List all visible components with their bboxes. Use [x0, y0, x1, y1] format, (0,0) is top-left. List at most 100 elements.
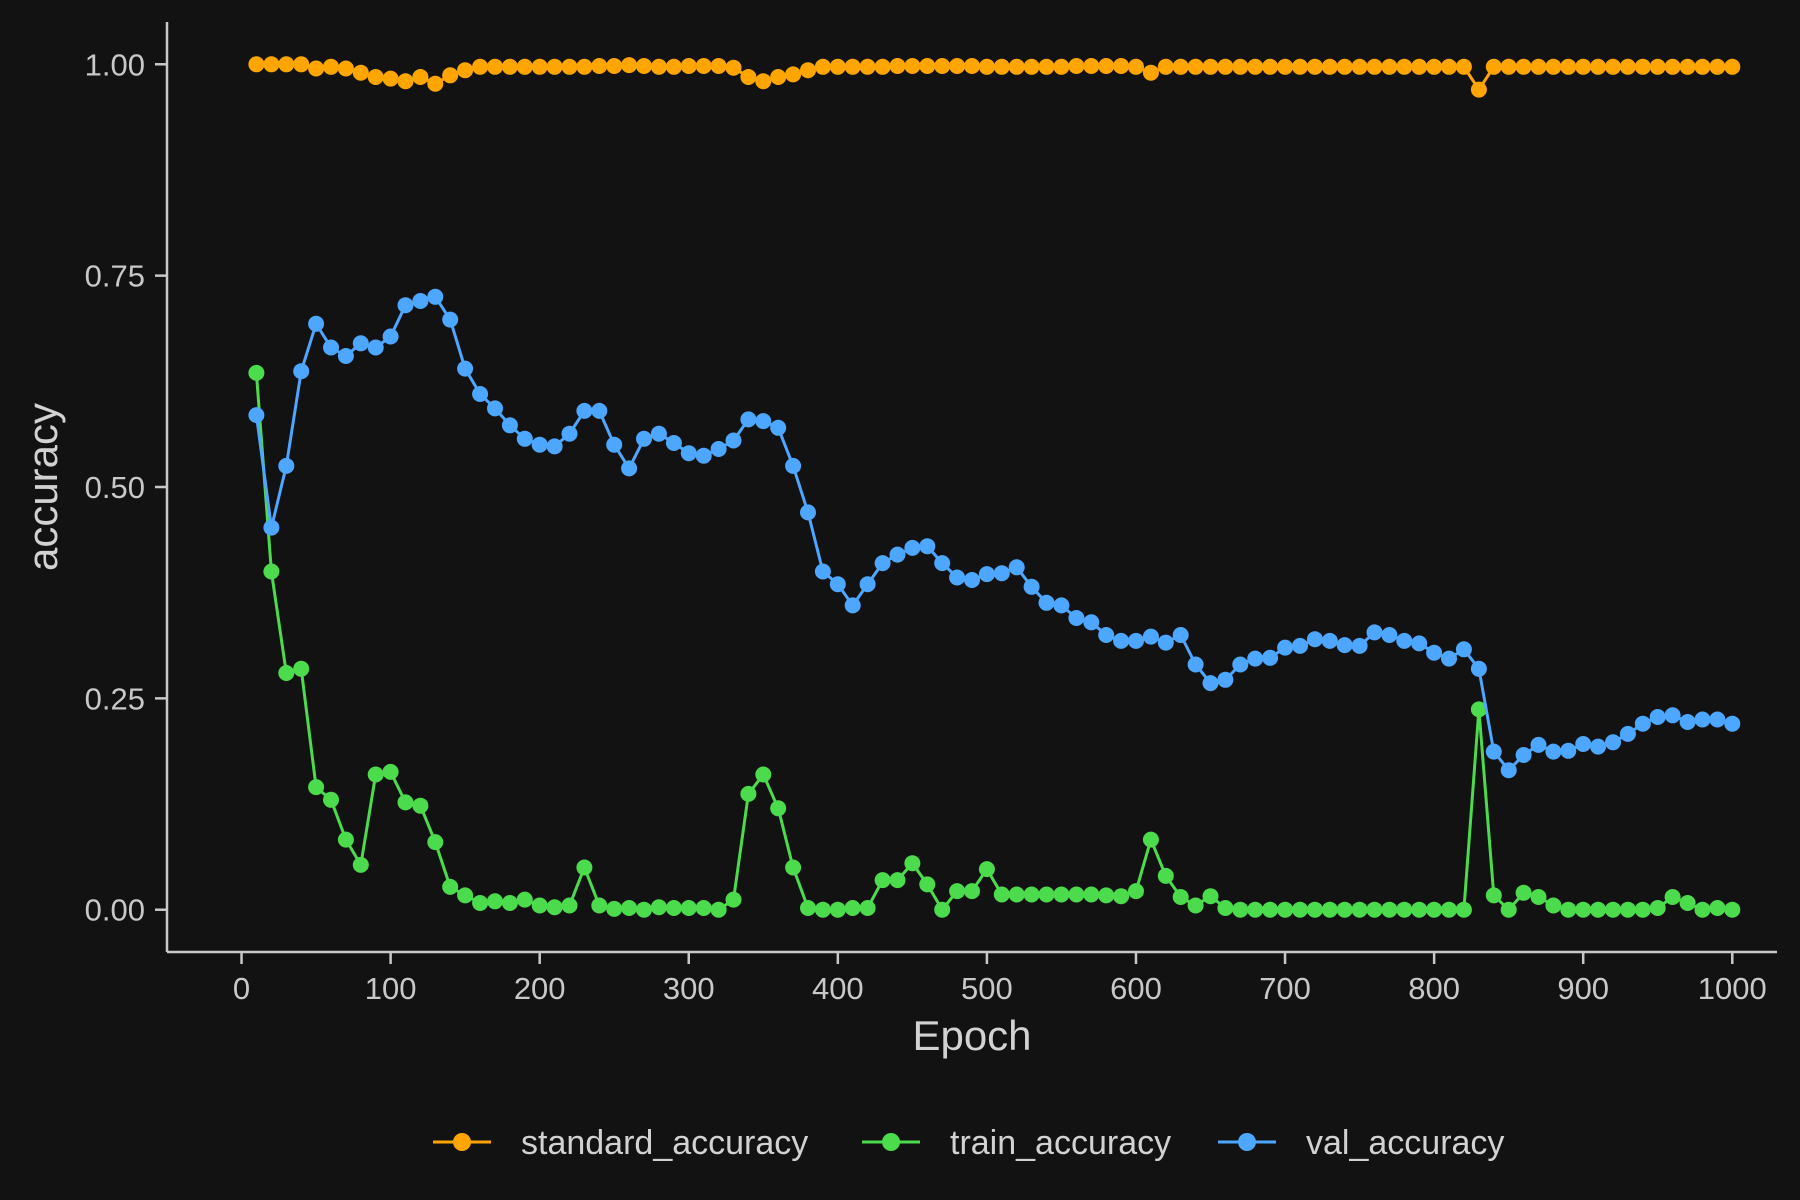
- data-point: [1023, 886, 1040, 903]
- x-ticks: 0 100 200 300 400 500 600 700 800 900 1000: [233, 952, 1767, 1006]
- data-point: [889, 546, 906, 563]
- x-tick-label: 600: [1110, 971, 1162, 1006]
- data-point: [472, 895, 489, 911]
- data-point: [904, 58, 921, 74]
- legend-label: standard_accuracy: [521, 1124, 808, 1162]
- data-point: [1217, 900, 1234, 916]
- data-point: [889, 872, 906, 889]
- data-point: [248, 56, 265, 73]
- data-point: [1083, 886, 1100, 903]
- data-point: [650, 58, 667, 75]
- data-point: [546, 58, 563, 75]
- data-point: [293, 56, 310, 73]
- y-tick-label: 0.00: [85, 893, 145, 928]
- data-point: [337, 348, 354, 364]
- data-point: [1590, 738, 1607, 755]
- data-point: [1396, 58, 1413, 75]
- data-point: [1709, 900, 1726, 916]
- x-tick-label: 800: [1408, 971, 1460, 1006]
- data-point: [1724, 58, 1741, 75]
- data-point: [308, 60, 325, 77]
- data-point: [367, 339, 384, 356]
- data-point: [546, 438, 563, 455]
- data-point: [1336, 58, 1353, 75]
- data-point: [1619, 901, 1636, 918]
- data-point: [1038, 886, 1055, 903]
- x-tick-label: 1000: [1698, 971, 1767, 1006]
- data-point: [725, 59, 742, 76]
- data-point: [1500, 762, 1517, 779]
- data-point: [1500, 901, 1517, 918]
- data-point: [1694, 58, 1711, 75]
- data-point: [874, 58, 891, 75]
- data-point: [576, 58, 593, 75]
- data-point: [1649, 900, 1666, 916]
- data-point: [1515, 747, 1532, 763]
- data-point: [1441, 58, 1457, 75]
- data-point: [1351, 58, 1368, 75]
- data-point: [650, 425, 667, 442]
- data-point: [1008, 886, 1025, 903]
- data-point: [1217, 671, 1234, 688]
- data-point: [1068, 58, 1085, 74]
- data-point: [770, 800, 787, 817]
- data-point: [934, 555, 951, 572]
- data-point: [1441, 901, 1457, 918]
- data-point: [352, 856, 369, 873]
- data-point: [1441, 650, 1457, 667]
- data-point: [1187, 58, 1204, 75]
- data-point: [1262, 649, 1279, 666]
- data-point: [695, 58, 712, 74]
- data-point: [665, 435, 682, 451]
- data-point: [1426, 644, 1443, 661]
- data-point: [1396, 632, 1413, 649]
- data-point: [1485, 58, 1502, 75]
- data-point: [1321, 58, 1338, 75]
- data-point: [561, 897, 578, 914]
- data-point: [278, 457, 295, 474]
- data-point: [1560, 58, 1577, 75]
- data-point: [1560, 742, 1577, 759]
- data-point: [636, 58, 652, 74]
- data-point: [755, 73, 772, 90]
- data-point: [487, 893, 503, 910]
- data-point: [1306, 631, 1323, 648]
- data-point: [1098, 58, 1115, 74]
- data-point: [1426, 58, 1443, 75]
- data-point: [904, 855, 921, 872]
- data-point: [964, 883, 980, 900]
- data-point: [770, 419, 787, 436]
- data-point: [740, 785, 757, 802]
- data-point: [1664, 707, 1681, 724]
- data-point: [1142, 831, 1159, 848]
- data-point: [427, 75, 444, 92]
- data-point: [1053, 597, 1070, 614]
- data-point: [323, 791, 339, 808]
- x-tick-label: 100: [365, 971, 417, 1006]
- data-point: [1530, 736, 1547, 753]
- data-point: [1142, 64, 1159, 81]
- data-point: [1172, 627, 1189, 643]
- data-point: [1172, 58, 1189, 75]
- data-point: [1277, 58, 1294, 75]
- data-point: [248, 364, 265, 381]
- data-point: [427, 288, 444, 305]
- data-point: [1605, 58, 1621, 75]
- data-point: [1634, 901, 1651, 918]
- data-point: [1172, 889, 1189, 905]
- data-point: [680, 445, 697, 462]
- data-point: [263, 56, 280, 73]
- x-axis-title: Epoch: [912, 1012, 1031, 1059]
- data-point: [1575, 736, 1592, 752]
- x-tick-label: 200: [514, 971, 566, 1006]
- series-layer: [248, 56, 1741, 918]
- data-point: [591, 897, 608, 914]
- data-point: [576, 402, 593, 419]
- data-point: [352, 335, 369, 352]
- data-point: [1068, 886, 1085, 903]
- data-point: [964, 572, 980, 588]
- data-point: [1426, 901, 1443, 918]
- data-point: [1709, 58, 1726, 75]
- data-point: [516, 891, 533, 908]
